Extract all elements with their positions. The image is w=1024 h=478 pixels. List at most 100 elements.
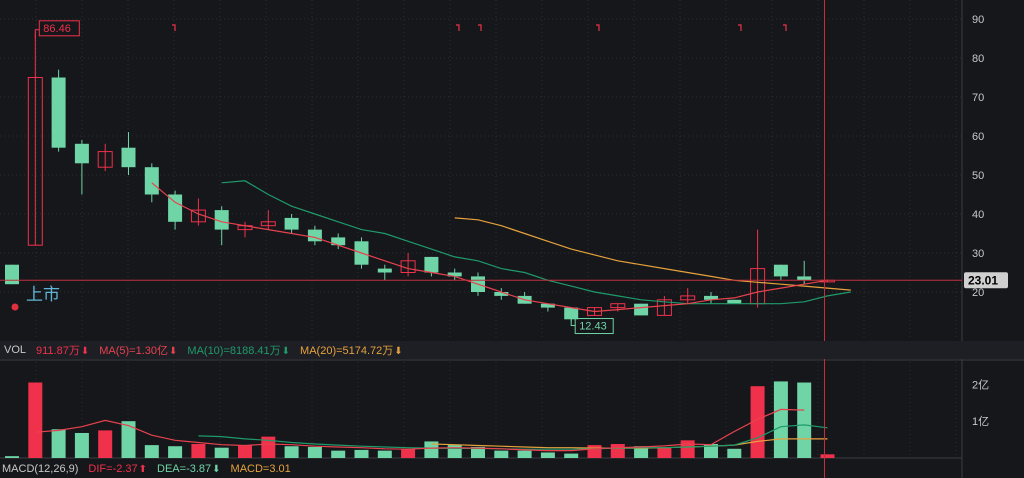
candle-body: [727, 299, 742, 304]
volume-bar: [447, 445, 462, 458]
volume-bar: [168, 446, 183, 458]
candle-body: [121, 147, 136, 168]
candle-body: [540, 303, 555, 308]
volume-bar: [28, 382, 43, 458]
candlestick-chart: [5, 32, 851, 322]
volume-chart: [5, 381, 835, 458]
arrow-down-icon: ⬇: [80, 346, 90, 357]
macd-legend-dif: DIF=-2.37⬆: [88, 463, 148, 475]
macd-legend-label: MACD(12,26,9): [2, 463, 79, 475]
volume-bar: [98, 430, 113, 458]
event-flag-icon: [172, 24, 176, 31]
candle-body: [331, 237, 346, 246]
volume-bar: [5, 456, 19, 458]
price-tick-label: 50: [972, 170, 984, 182]
macd-legend-dea: DEA=-3.87⬇: [157, 463, 221, 475]
candle-body: [97, 151, 113, 168]
volume-bar: [727, 448, 742, 458]
candle-body: [74, 143, 89, 164]
candle-body: [773, 264, 788, 277]
volume-bar: [587, 445, 602, 458]
volume-tick-label: 1亿: [972, 415, 989, 428]
volume-bar: [704, 444, 718, 458]
event-flag-icon: [783, 24, 787, 31]
high-label: 86.46: [43, 23, 71, 35]
candle-body: [610, 303, 626, 309]
candle-body: [447, 272, 462, 277]
volume-bar: [74, 432, 89, 458]
event-flag-icon: [738, 24, 742, 31]
price-axis: 90 80 70 60 50 40 30 20 2亿 1亿: [972, 14, 989, 428]
volume-bar: [121, 421, 136, 458]
candle-body: [564, 307, 579, 320]
volume-bar: [284, 446, 299, 458]
volume-bar: [424, 441, 439, 458]
macd-legend-macd: MACD=3.01: [230, 463, 291, 475]
price-tick-label: 70: [972, 92, 984, 104]
volume-bar: [610, 444, 625, 458]
price-tick-label: 60: [972, 131, 984, 143]
vol-legend-ma10: MA(10)=8188.41万⬇: [187, 345, 291, 357]
candle-body: [797, 276, 812, 281]
volume-ma10-line: [198, 424, 828, 450]
arrow-down-icon: ⬇: [281, 346, 291, 357]
event-flag-icon: [596, 24, 600, 31]
volume-bar: [307, 446, 322, 458]
macd-legend: MACD(12,26,9) DIF=-2.37⬆ DEA=-3.87⬇ MACD…: [0, 460, 1024, 478]
arrow-down-icon: ⬇: [169, 346, 178, 357]
vol-legend-value: 911.87万⬇: [36, 345, 90, 357]
price-ma20-line: [454, 217, 851, 291]
vol-legend-ma5: MA(5)=1.30亿⬇: [99, 345, 178, 357]
volume-bar: [261, 436, 276, 458]
volume-bar: [820, 454, 835, 458]
candle-body: [307, 229, 322, 242]
volume-bar: [564, 453, 579, 458]
volume-bar: [540, 452, 555, 458]
candle-body: [704, 295, 718, 300]
vol-legend-ma20: MA(20)=5174.72万⬇: [300, 345, 403, 357]
volume-bar: [214, 447, 229, 458]
volume-bar: [773, 381, 788, 458]
low-label-box: [574, 318, 614, 335]
price-tick-label: 30: [972, 248, 984, 260]
arrow-down-icon: ⬇: [394, 346, 403, 357]
current-price-label: 23.01: [968, 273, 998, 287]
volume-bar: [680, 440, 695, 458]
candle-body: [494, 292, 509, 296]
volume-bar: [797, 382, 812, 458]
volume-bar: [517, 450, 532, 458]
volume-bar: [377, 450, 392, 458]
volume-bar: [51, 429, 66, 458]
candle-body: [284, 217, 299, 230]
candle-body: [634, 303, 649, 316]
high-pointer: [34, 29, 40, 39]
volume-tick-label: 2亿: [972, 378, 989, 391]
volume-ma20-line: [431, 438, 828, 449]
candle-body: [27, 77, 43, 246]
candle-body: [656, 299, 672, 316]
high-label-box: [38, 20, 80, 37]
candle-body: [144, 167, 159, 195]
listing-dot: [11, 303, 19, 311]
volume-bar: [191, 444, 206, 458]
volume-bar: [354, 449, 369, 458]
volume-legend: VOL 911.87万⬇ MA(5)=1.30亿⬇ MA(10)=8188.41…: [0, 341, 1024, 359]
candle-body: [214, 210, 229, 230]
arrow-down-icon: ⬇: [212, 464, 221, 475]
low-pointer: [570, 317, 576, 327]
volume-bar: [144, 445, 159, 458]
event-flag-icon: [478, 24, 482, 31]
arrow-up-icon: ⬆: [138, 464, 148, 475]
candle-body: [377, 268, 392, 273]
volume-bar: [657, 447, 672, 458]
candle-body: [5, 264, 19, 285]
price-tick-label: 80: [972, 53, 984, 65]
low-label: 12.43: [579, 321, 607, 333]
volume-bar: [401, 448, 416, 458]
volume-bar: [494, 450, 509, 458]
current-price-badge: [964, 272, 1008, 289]
volume-bar: [331, 450, 346, 458]
volume-ma5-line: [35, 408, 805, 452]
